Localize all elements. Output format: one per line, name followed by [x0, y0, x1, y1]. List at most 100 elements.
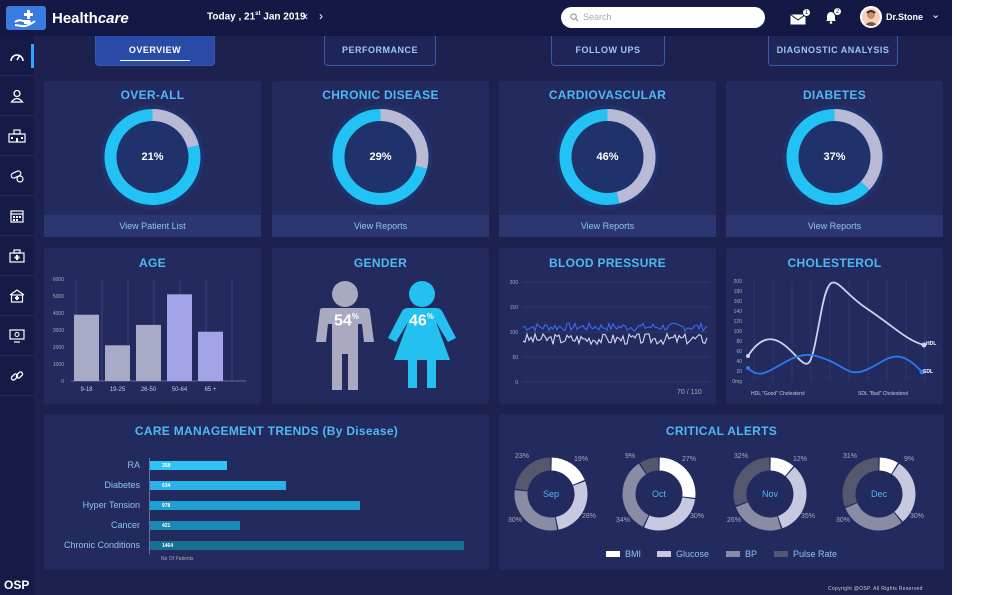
app-name: Healthcare — [52, 9, 129, 27]
age-ytick: 0 — [61, 379, 64, 385]
critical-alerts-title: CRITICAL ALERTS — [665, 424, 778, 438]
sidebar-item-hospital[interactable] — [0, 116, 34, 156]
legend-swatch — [774, 551, 788, 557]
prev-date-button[interactable]: ‹ — [304, 9, 308, 23]
alert-segment[interactable] — [770, 457, 794, 477]
summary-percent: 29% — [369, 151, 392, 163]
gender-title: GENDER — [353, 256, 408, 270]
alert-segment[interactable] — [622, 463, 649, 527]
age-bar[interactable] — [136, 324, 161, 381]
trend-bar[interactable] — [150, 461, 227, 470]
chevron-down-icon[interactable]: ⌄ — [931, 9, 941, 21]
alert-segment[interactable] — [777, 467, 807, 529]
alert-segment[interactable] — [891, 463, 916, 522]
trend-bar[interactable] — [150, 541, 464, 550]
summary-card-title: DIABETES — [802, 88, 867, 102]
chol-ytick: 60 — [736, 349, 742, 355]
legend-label: BP — [745, 549, 758, 559]
next-date-button[interactable]: › — [319, 9, 323, 23]
app-logo[interactable]: Healthcare — [6, 6, 129, 30]
dashboard-app: Healthcare Today , 21st Jan 2019 ‹ › Sea… — [0, 0, 952, 595]
sidebar-item-monitor[interactable] — [0, 316, 34, 356]
care-trends-card: CARE MANAGEMENT TRENDS (By Disease) No O… — [44, 414, 489, 570]
age-bar[interactable] — [74, 314, 99, 381]
summary-donut — [555, 105, 660, 209]
tab-follow-ups[interactable]: FOLLOW UPS — [551, 36, 665, 66]
alert-segment[interactable] — [733, 457, 770, 506]
tab-overview[interactable]: OVERVIEW — [95, 36, 215, 66]
alert-segment[interactable] — [514, 490, 558, 531]
alert-percent-label: 19% — [574, 456, 588, 463]
alert-segment[interactable] — [555, 481, 588, 530]
trend-bar[interactable] — [150, 521, 241, 530]
chol-ytick: 180 — [734, 289, 743, 295]
summary-card-link[interactable]: View Reports — [272, 215, 489, 237]
alert-legend-item[interactable]: Glucose — [657, 549, 709, 559]
alert-segment[interactable] — [879, 457, 898, 475]
alert-segment[interactable] — [845, 502, 902, 531]
summary-card-link[interactable]: View Reports — [499, 215, 716, 237]
current-date: Today , 21st Jan 2019 — [207, 11, 306, 23]
age-bar[interactable] — [198, 331, 223, 381]
summary-percent: 37% — [823, 151, 846, 163]
donut-segment-remaining — [152, 109, 199, 149]
sidebar-item-links[interactable] — [0, 356, 34, 396]
username[interactable]: Dr.Stone — [886, 12, 924, 22]
age-ytick: 1000 — [53, 362, 64, 368]
avatar[interactable] — [860, 6, 882, 28]
alert-percent-label: 30% — [690, 513, 704, 520]
sidebar-item-calendar[interactable] — [0, 196, 34, 236]
summary-card-0: OVER-ALL 21% View Patient List — [44, 81, 261, 237]
summary-percent: 21% — [141, 151, 164, 163]
tab-performance[interactable]: PERFORMANCE — [324, 36, 436, 66]
notifications-button[interactable]: 2 — [825, 7, 842, 29]
alert-segment[interactable] — [735, 501, 782, 531]
sidebar-item-medical-kit[interactable] — [0, 236, 34, 276]
tab-diagnostic-analysis[interactable]: DIAGNOSTIC ANALYSIS — [768, 36, 898, 66]
sidebar-item-patients[interactable] — [0, 76, 34, 116]
chol-ytick: 100 — [734, 329, 743, 335]
legend-label: Glucose — [676, 549, 710, 559]
sidebar-item-medication[interactable] — [0, 156, 34, 196]
trend-label: RA — [127, 460, 140, 470]
alert-legend-item[interactable]: BP — [726, 549, 757, 559]
chol-ytick: 40 — [736, 359, 742, 365]
trend-bar[interactable] — [150, 501, 360, 510]
active-indicator — [31, 44, 34, 68]
trend-label: Diabetes — [104, 480, 140, 490]
age-bar[interactable] — [105, 345, 130, 381]
search-input[interactable]: Search — [561, 7, 765, 28]
mail-badge: 1 — [802, 8, 811, 17]
summary-card-link[interactable]: View Patient List — [44, 215, 261, 237]
alert-segment[interactable] — [644, 497, 696, 531]
summary-card-title: CARDIOVASCULAR — [548, 88, 667, 102]
monitor-icon — [9, 328, 25, 343]
summary-percent: 46% — [596, 151, 619, 163]
trend-label: Cancer — [110, 520, 140, 530]
sidebar-item-dashboard[interactable] — [0, 36, 34, 76]
donut-segment-remaining — [380, 109, 429, 169]
chol-ytick: 20 — [736, 369, 742, 375]
alert-segment[interactable] — [659, 457, 696, 498]
critical-alerts-donuts: 19% 28% 30% 23% Sep 27% 30% 34% 9% Oct 12% 35% 26% 32… — [508, 453, 924, 531]
alert-segment[interactable] — [640, 457, 659, 475]
summary-card-link[interactable]: View Reports — [726, 215, 943, 237]
alert-segment[interactable] — [551, 457, 585, 486]
sidebar-item-clinic[interactable] — [0, 276, 34, 316]
blood-pressure-title: BLOOD PRESSURE — [549, 256, 666, 270]
top-bar: Healthcare Today , 21st Jan 2019 ‹ › Sea… — [0, 0, 952, 36]
summary-card-1: CHRONIC DISEASE 29% View Reports — [272, 81, 489, 237]
alert-segment[interactable] — [514, 457, 551, 492]
legend-label: BMI — [625, 549, 642, 559]
mail-button[interactable]: 1 — [790, 8, 811, 30]
trend-label: Chronic Conditions — [63, 540, 140, 550]
alert-legend-item[interactable]: Pulse Rate — [774, 549, 837, 559]
hdl-startpoint — [746, 354, 750, 358]
legend-swatch — [657, 551, 671, 557]
alert-segment[interactable] — [842, 457, 879, 507]
chol-ytick: 80 — [736, 339, 742, 345]
age-bar[interactable] — [167, 294, 192, 381]
alert-percent-label: 23% — [515, 453, 529, 460]
alert-legend-item[interactable]: BMI — [606, 549, 641, 559]
trend-bar[interactable] — [150, 481, 286, 490]
